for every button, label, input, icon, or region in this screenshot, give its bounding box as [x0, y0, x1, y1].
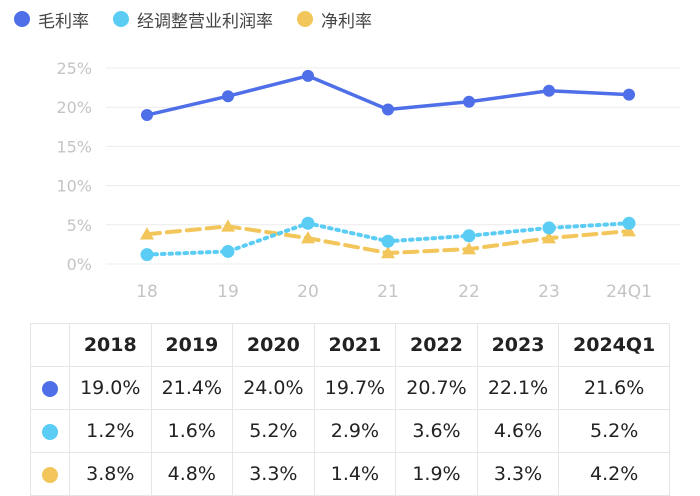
row-marker-cell [30, 452, 70, 496]
data-point [222, 90, 234, 103]
legend-marker-gross-margin [14, 11, 30, 27]
table-cell: 22.1% [476, 366, 560, 410]
data-point [141, 109, 153, 122]
table-cell: 3.3% [232, 452, 315, 496]
table-header-cell: 2019 [150, 323, 234, 367]
table-cell: 19.7% [313, 366, 397, 410]
y-tick-label: 0% [67, 255, 92, 274]
row-marker-gross-margin [42, 380, 58, 397]
x-tick-label: 20 [297, 282, 319, 302]
data-point [622, 224, 636, 237]
table-cell: 5.2% [558, 409, 670, 453]
row-marker-cell [30, 366, 70, 410]
table-header-cell: 2024Q1 [558, 323, 670, 367]
legend-item-gross-margin: 毛利率 [14, 7, 89, 32]
legend-item-adjusted-operating-margin: 经调整营业利润率 [113, 7, 273, 32]
table-cell: 20.7% [395, 366, 478, 410]
table-cell: 2.9% [313, 409, 397, 453]
table-header-cell: 2022 [395, 323, 478, 367]
data-point [140, 248, 154, 262]
data-point [623, 88, 635, 101]
x-tick-label: 23 [538, 282, 560, 302]
legend-marker-net-margin [297, 11, 313, 27]
data-point [301, 231, 315, 244]
table-cell: 24.0% [232, 366, 315, 410]
line-chart: 0% 5% 10% 15% 20% 25% 18 19 20 21 22 23 24Q1 [56, 59, 680, 302]
table-row-adjusted-operating-margin: 1.2% 1.6% 5.2% 2.9% 3.6% 4.6% 5.2% [30, 409, 670, 453]
row-marker-net-margin [42, 466, 58, 483]
data-point [463, 95, 475, 108]
data-point [381, 246, 395, 259]
y-tick-label: 15% [56, 137, 92, 156]
table-header-row: 2018 2019 2020 2021 2022 2023 2024Q1 [30, 323, 670, 367]
table-header-cell: 2021 [313, 323, 397, 367]
table-cell: 21.6% [558, 366, 670, 410]
x-tick-label: 18 [136, 282, 158, 302]
y-tick-label: 20% [56, 98, 92, 117]
table-cell: 1.4% [313, 452, 397, 496]
data-point [221, 244, 235, 258]
table-cell: 3.3% [476, 452, 560, 496]
table-cell: 3.8% [69, 452, 152, 496]
x-tick-label: 21 [377, 282, 399, 302]
table-cell: 5.2% [232, 409, 315, 453]
table-cell: 3.6% [395, 409, 478, 453]
y-tick-label: 5% [67, 216, 92, 235]
table-cell: 4.6% [476, 409, 560, 453]
x-tick-label: 24Q1 [606, 282, 652, 302]
x-tick-label: 22 [458, 282, 480, 302]
data-point [462, 229, 476, 243]
table-cell: 21.4% [150, 366, 234, 410]
row-marker-adjusted-operating-margin [42, 423, 58, 440]
data-point [622, 216, 636, 230]
data-point [140, 227, 154, 240]
table-cell: 1.2% [69, 409, 152, 453]
data-point [542, 231, 556, 244]
data-point [543, 84, 555, 97]
row-marker-cell [30, 409, 70, 453]
data-table: 2018 2019 2020 2021 2022 2023 2024Q1 19.… [30, 323, 670, 496]
legend-label-gross-margin: 毛利率 [38, 11, 89, 32]
data-point [221, 219, 235, 232]
data-point [542, 221, 556, 235]
data-point [382, 103, 394, 116]
legend-marker-adjusted-operating-margin [113, 11, 129, 27]
table-header-cell: 2023 [476, 323, 560, 367]
table-corner-cell [30, 323, 70, 367]
legend-label-net-margin: 净利率 [321, 11, 372, 32]
table-row-gross-margin: 19.0% 21.4% 24.0% 19.7% 20.7% 22.1% 21.6… [30, 366, 670, 410]
legend-item-net-margin: 净利率 [297, 7, 372, 32]
table-row-net-margin: 3.8% 4.8% 3.3% 1.4% 1.9% 3.3% 4.2% [30, 452, 670, 496]
data-point [381, 234, 395, 248]
table-cell: 1.6% [150, 409, 234, 453]
table-cell: 1.9% [395, 452, 478, 496]
table-header-cell: 2018 [69, 323, 152, 367]
table-cell: 19.0% [69, 366, 152, 410]
y-tick-label: 25% [56, 59, 92, 78]
data-point [301, 216, 315, 230]
table-cell: 4.2% [558, 452, 670, 496]
y-tick-label: 10% [56, 177, 92, 196]
data-point [462, 242, 476, 255]
chart-legend: 毛利率 经调整营业利润率 净利率 [14, 4, 396, 34]
x-tick-label: 19 [217, 282, 239, 302]
table-header-cell: 2020 [232, 323, 315, 367]
table-cell: 4.8% [150, 452, 234, 496]
data-point [302, 69, 314, 82]
legend-label-adjusted-operating-margin: 经调整营业利润率 [137, 11, 273, 32]
